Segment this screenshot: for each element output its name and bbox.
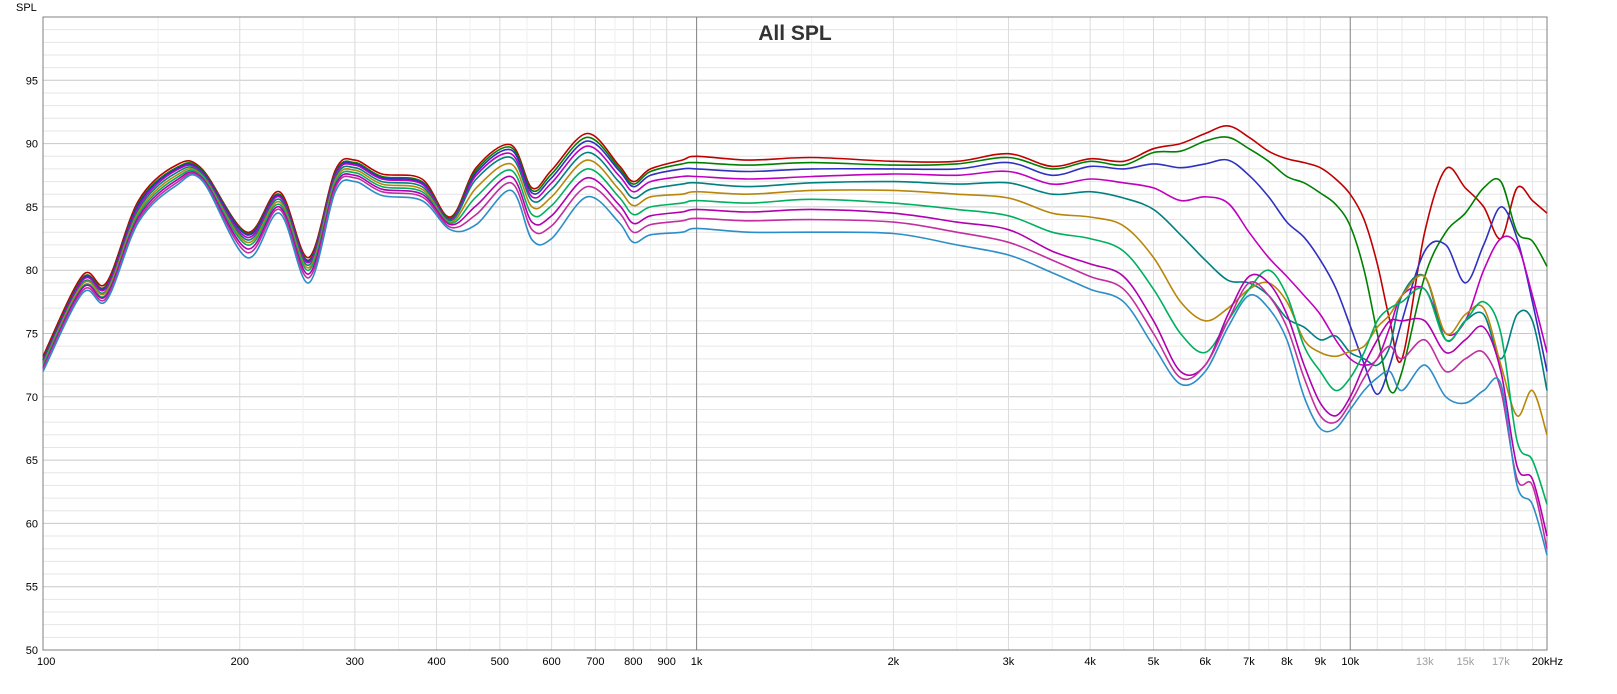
y-tick-label: 90 (26, 139, 38, 151)
x-tick-label: 17k (1492, 656, 1510, 668)
x-tick-label: 8k (1281, 656, 1293, 668)
series-line-7 (42, 168, 1548, 505)
chart-title: All SPL (758, 22, 832, 45)
x-tick-label: 700 (586, 656, 604, 668)
y-tick-label: 65 (26, 455, 38, 467)
x-tick-label: 1k (691, 656, 703, 668)
y-tick-label: 60 (26, 518, 38, 530)
series-line-10 (42, 173, 1548, 556)
x-tick-label: 15k (1456, 656, 1474, 668)
x-tick-label: 7k (1243, 656, 1255, 668)
x-tick-label: 10k (1341, 656, 1359, 668)
plot-frame (42, 16, 1548, 651)
x-tick-label: 900 (658, 656, 676, 668)
x-tick-label: 5k (1148, 656, 1160, 668)
x-tick-label: 9k (1315, 656, 1327, 668)
x-tick-label: 600 (542, 656, 560, 668)
y-tick-label: 50 (26, 645, 38, 657)
y-axis-label: SPL (16, 2, 37, 14)
x-tick-label: 100 (37, 656, 55, 668)
x-tick-label: 13k (1416, 656, 1434, 668)
y-tick-label: 75 (26, 329, 38, 341)
y-tick-label: 95 (26, 75, 38, 87)
y-tick-label: 70 (26, 392, 38, 404)
series-line-8 (42, 171, 1548, 537)
series-line-4 (42, 145, 1548, 366)
y-tick-label: 85 (26, 202, 38, 214)
x-axis-ticks: 100 200 300 400 500 600 700 800 900 1k 2k 3k 4k 5k 6k 7… (37, 656, 1563, 668)
x-tick-label: 6k (1199, 656, 1211, 668)
series-layer (42, 125, 1548, 556)
series-line-1 (42, 125, 1548, 363)
x-tick-label: 800 (624, 656, 642, 668)
x-tick-label: 200 (231, 656, 249, 668)
x-tick-label: 500 (491, 656, 509, 668)
series-line-6 (42, 159, 1548, 436)
x-tick-label: 400 (427, 656, 445, 668)
x-tick-label: 20kHz (1532, 656, 1563, 668)
y-axis-ticks: 50 55 60 65 70 75 80 85 90 95 (26, 75, 38, 657)
x-tick-label: 300 (346, 656, 364, 668)
x-tick-label: 2k (888, 656, 900, 668)
x-tick-label: 3k (1003, 656, 1015, 668)
x-tick-label: 4k (1084, 656, 1096, 668)
y-tick-label: 80 (26, 265, 38, 277)
series-line-9 (42, 172, 1548, 549)
y-tick-label: 55 (26, 582, 38, 594)
